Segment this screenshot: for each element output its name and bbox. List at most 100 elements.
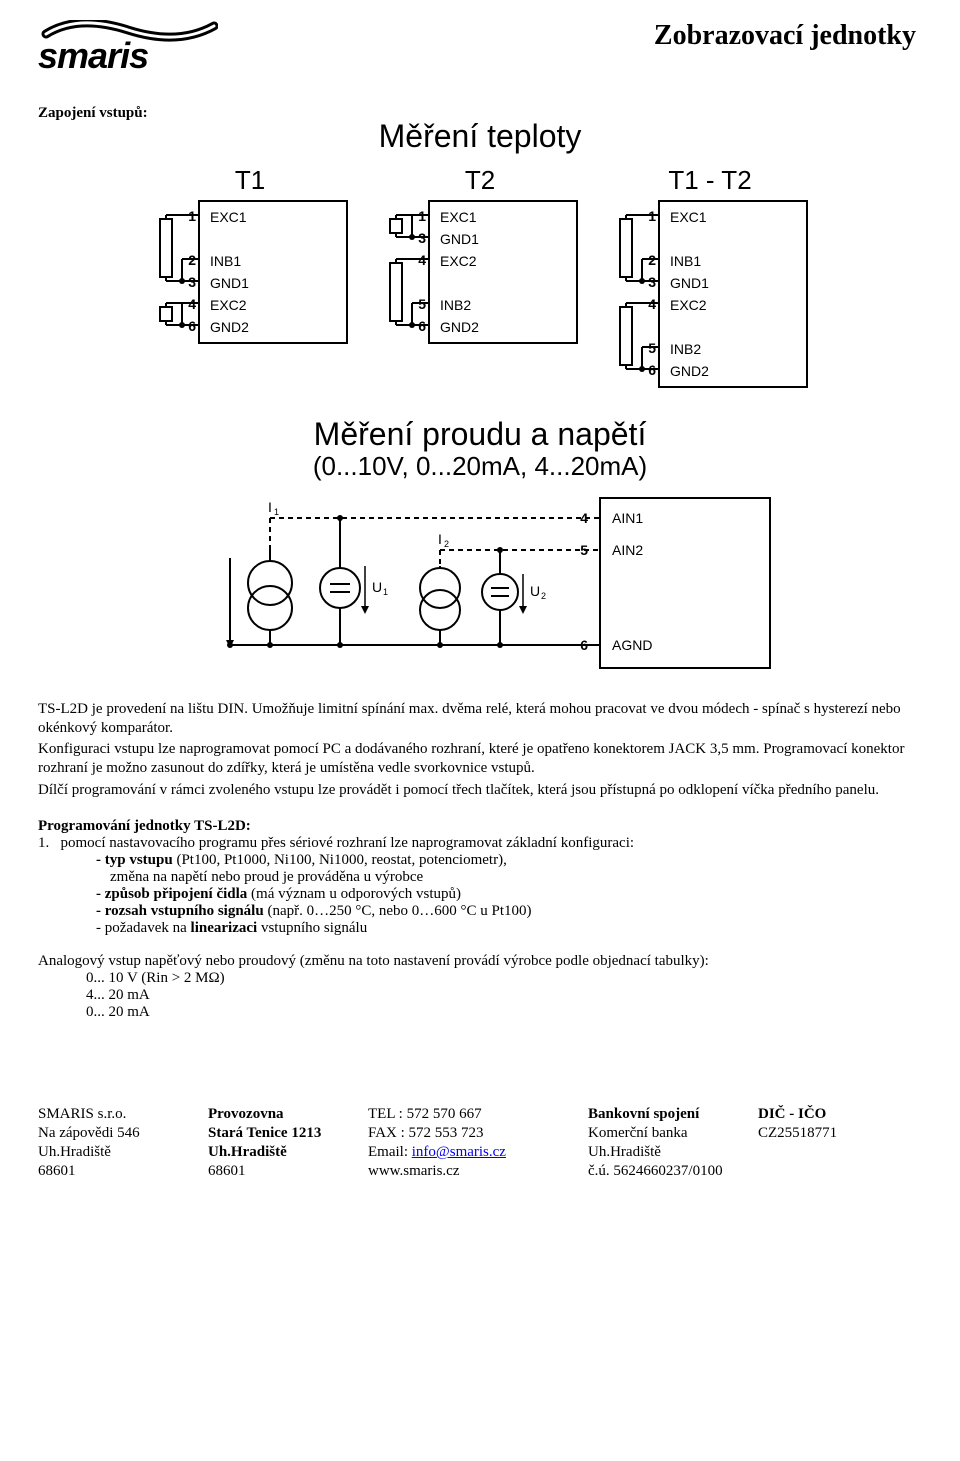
footer-cell: DIČ - IČO [758,1105,888,1124]
prog-sub3-b: - rozsah vstupního signálu [96,903,264,919]
temp-block-1: T21EXC13GND14EXC25INB26GND2 [382,165,578,388]
pin-num: 1 [638,208,656,224]
pin-num: 5 [638,340,656,356]
svg-text:1: 1 [383,587,388,597]
pin-num: 2 [638,252,656,268]
footer-cell: FAX : 572 553 723 [368,1124,588,1143]
pin-row: 4EXC2 [660,294,806,316]
pin-name: INB2 [430,297,471,313]
pin-row: 2INB1 [660,250,806,272]
footer-col: ProvozovnaStará Tenice 1213Uh.Hradiště68… [208,1105,368,1182]
prog-sub1-tail: (Pt100, Pt1000, Ni100, Ni1000, reostat, … [173,852,507,868]
analog-head: Analogový vstup napěťový nebo proudový (… [38,953,922,970]
pin-name: GND1 [660,275,709,291]
analog-l3: 0... 20 mA [38,1004,922,1021]
pin-row: 5INB2 [430,294,576,316]
pin-num: 5 [408,296,426,312]
pin-num: 4 [178,296,196,312]
prog-sub4-tail: vstupního signálu [257,920,367,936]
prog-sub2: - způsob připojení čidla (má význam u od… [38,886,922,903]
prog-sub3: - rozsah vstupního signálu (např. 0…250 … [38,903,922,920]
footer-cell: Bankovní spojení [588,1105,758,1124]
pin-name: GND2 [430,319,479,335]
pin-name: GND2 [660,363,709,379]
pin-row: 2INB1 [200,250,346,272]
svg-text:AIN2: AIN2 [612,542,643,558]
pin-row: 4EXC2 [200,294,346,316]
pin-name: EXC1 [430,209,477,225]
footer-cell: Komerční banka [588,1124,758,1143]
pin-num: 6 [178,318,196,334]
analog-l1: 0... 10 V (Rin > 2 MΩ) [38,970,922,987]
footer-email-label: Email: [368,1144,412,1160]
footer-cell: SMARIS s.r.o. [38,1105,208,1124]
prog-sub1: - typ vstupu (Pt100, Pt1000, Ni100, Ni10… [38,852,922,869]
prog-sub4: - požadavek na linearizaci vstupního sig… [38,920,922,937]
footer-cell: č.ú. 5624660237/0100 [588,1162,758,1181]
footer-cell: Uh.Hradiště [38,1143,208,1162]
pin-name: EXC2 [660,297,707,313]
pin-num: 2 [178,252,196,268]
pin-num: 6 [408,318,426,334]
pin-row [200,228,346,250]
pin-num: 1 [178,208,196,224]
svg-text:AIN1: AIN1 [612,510,643,526]
pin-num: 3 [638,274,656,290]
diagram2-title: Měření proudu a napětí [38,416,922,453]
pin-name: GND1 [430,231,479,247]
footer-www: www.smaris.cz [368,1162,588,1181]
svg-text:U: U [372,579,382,595]
svg-text:AGND: AGND [612,637,652,653]
diagram2-svg-wrap: 4 AIN1 5 AIN2 6 AGND I1 I2 [38,488,922,682]
diagram2-subtitle: (0...10V, 0...20mA, 4...20mA) [38,451,922,482]
temp-box: 1EXC13GND14EXC25INB26GND2 [428,200,578,344]
pin-num: 6 [638,362,656,378]
pin-name: EXC2 [430,253,477,269]
footer: SMARIS s.r.o.Na zápovědi 546Uh.Hradiště6… [38,1105,922,1182]
pin-row [660,228,806,250]
temp-block-2: T1 - T21EXC12INB13GND14EXC25INB26GND2 [612,165,808,388]
footer-col: SMARIS s.r.o.Na zápovědi 546Uh.Hradiště6… [38,1105,208,1182]
programming-head: Programování jednotky TS-L2D: [38,818,922,835]
pin-name: EXC1 [660,209,707,225]
header-row: smaris Zobrazovací jednotky [38,20,922,71]
pin-row [430,272,576,294]
temp-block-label: T2 [465,165,495,196]
svg-text:I: I [268,499,272,515]
footer-cell: CZ25518771 [758,1124,888,1143]
analog-l2: 4... 20 mA [38,987,922,1004]
pin-row: 6GND2 [430,316,576,338]
footer-cell: 68601 [208,1162,368,1181]
doc-title: Zobrazovací jednotky [654,20,922,52]
prog-sub4-b: linearizaci [191,920,258,936]
svg-text:I: I [438,531,442,547]
pin-num: 3 [178,274,196,290]
logo-text: smaris [38,42,218,71]
footer-col: Bankovní spojeníKomerční bankaUh.Hradišt… [588,1105,758,1182]
svg-text:2: 2 [541,591,546,601]
prog-item1-txt: pomocí nastavovacího programu přes sério… [61,835,635,851]
pin-row: 4EXC2 [430,250,576,272]
footer-cell: Uh.Hradiště [588,1143,758,1162]
pin-name: EXC2 [200,297,247,313]
temp-box: 1EXC12INB13GND14EXC25INB26GND2 [658,200,808,388]
pin-row: 3GND1 [200,272,346,294]
programming-list: 1. pomocí nastavovacího programu přes sé… [38,835,922,937]
prog-item1: 1. pomocí nastavovacího programu přes sé… [38,835,922,852]
diagram1-row: T11EXC12INB13GND14EXC26GND2T21EXC13GND14… [38,165,922,388]
pin-row: 3GND1 [660,272,806,294]
pin-name: GND1 [200,275,249,291]
footer-col: DIČ - IČOCZ25518771 [758,1105,888,1182]
footer-cell: 68601 [38,1162,208,1181]
footer-cell: TEL : 572 570 667 [368,1105,588,1124]
svg-text:2: 2 [444,539,449,549]
temp-box: 1EXC12INB13GND14EXC26GND2 [198,200,348,344]
pin-name: INB1 [660,253,701,269]
pin-row [660,316,806,338]
pin-name: INB1 [200,253,241,269]
footer-email-link[interactable]: info@smaris.cz [412,1144,506,1160]
temp-block-label: T1 [235,165,265,196]
pin-name: GND2 [200,319,249,335]
body-p1: TS-L2D je provedení na lištu DIN. Umožňu… [38,700,922,738]
svg-text:U: U [530,583,540,599]
